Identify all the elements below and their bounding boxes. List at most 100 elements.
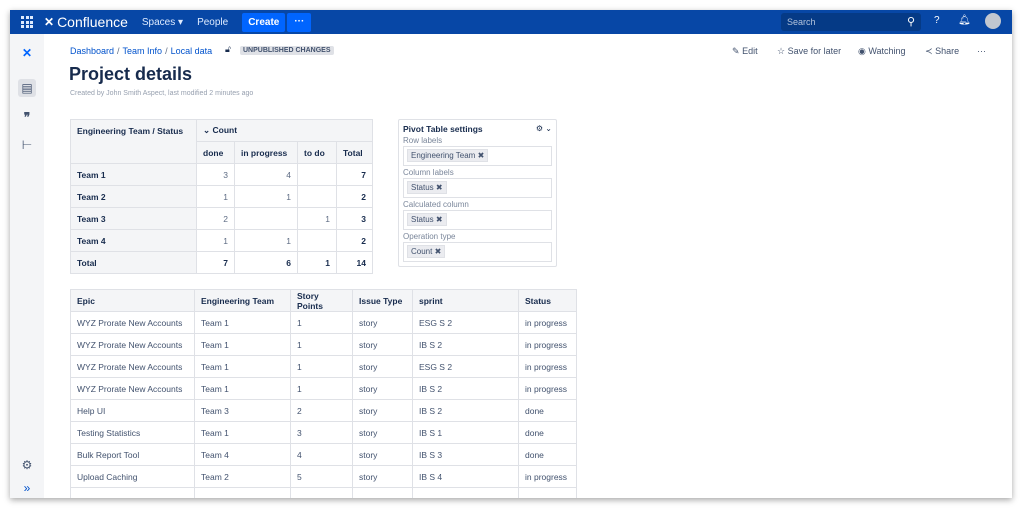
pivot-cell: 7 [196,251,235,274]
more-actions-button[interactable]: ··· [977,46,986,56]
confluence-window: ✕ Confluence Spaces ▾ People Create ··· S… [10,10,1012,498]
blog-quote-icon[interactable]: ❞ [23,110,31,124]
nav-spaces[interactable]: Spaces ▾ [141,16,184,28]
pivot-cell: 1 [234,229,298,252]
table-cell: IB S 2 [412,333,519,356]
space-logo-icon[interactable]: ✕ [21,46,33,60]
field-tag-label: Status [411,215,434,224]
avatar[interactable] [985,13,1001,29]
app-switcher-icon[interactable] [21,16,33,28]
table-cell: WYZ Prorate New Accounts [70,311,195,334]
search-icon: ⚲ [906,16,915,28]
pivot-cell: 7 [336,163,373,186]
pivot-col-header: in progress [234,141,298,164]
expand-sidebar-icon[interactable]: » [23,481,31,495]
pivot-col-header: done [196,141,235,164]
settings-field-input[interactable]: Count ✖ [403,242,552,262]
eye-icon: ◉ [858,46,866,56]
column-header[interactable]: Issue Type [352,289,413,312]
pivot-row: Total 7 6 1 14 [70,251,373,274]
pivot-cell: 1 [234,185,298,208]
remove-tag-icon[interactable]: ✖ [432,247,442,256]
field-tag-label: Status [411,183,434,192]
breadcrumb-dashboard[interactable]: Dashboard [70,46,115,56]
hierarchy-icon[interactable]: ⊢ [21,138,33,152]
remove-tag-icon[interactable]: ✖ [475,151,485,160]
settings-field-input[interactable]: Engineering Team ✖ [403,146,552,166]
pivot-cell [297,229,337,252]
column-header[interactable]: Engineering Team [194,289,291,312]
pivot-cell: 1 [196,185,235,208]
column-header[interactable]: sprint [412,289,519,312]
table-cell: story [352,311,413,334]
pivot-table: Engineering Team / Status ⌄ Count done in… [70,119,373,274]
breadcrumb-team-info[interactable]: Team Info [122,46,163,56]
create-more-button[interactable]: ··· [287,12,312,32]
page-title: Project details [69,64,193,84]
app-name: Confluence [57,14,128,30]
table-cell: Team 1 [194,421,291,444]
table-cell: Team 3 [194,399,291,422]
pivot-cell: 3 [336,207,373,230]
pivot-cell [297,163,337,186]
table-cell [352,487,413,498]
settings-field-input[interactable]: Status ✖ [403,178,552,198]
data-table: Epic Engineering Team Story Points Issue Ty… [70,289,577,498]
search-input[interactable]: Search ⚲ [781,13,921,31]
page-meta: Created by John Smith Aspect, last modif… [70,90,254,97]
pages-icon[interactable]: ▤ [18,79,36,97]
settings-gear-icon[interactable]: ⚙ ⌄ [535,124,552,133]
column-header[interactable]: Status [518,289,577,312]
table-cell: Bulk Report Tool [70,443,195,466]
pivot-cell: 2 [336,229,373,252]
create-button[interactable]: Create [242,12,286,32]
pivot-cell: 2 [196,207,235,230]
settings-field-label: Column labels [403,168,454,177]
settings-field-label: Operation type [403,232,456,241]
column-header[interactable]: Story Points [290,289,353,312]
status-badge: UNPUBLISHED CHANGES [240,46,334,55]
table-cell: ESG S 2 [412,311,519,334]
table-cell: 3 [290,421,353,444]
column-header[interactable]: Epic [70,289,195,312]
table-row: Upload Caching Team 2 5 story IB S 4 in progr… [70,465,577,488]
settings-field-input[interactable]: Status ✖ [403,210,552,230]
table-cell: WYZ Prorate New Accounts [70,377,195,400]
remove-tag-icon[interactable]: ✖ [433,215,443,224]
settings-field-label: Row labels [403,136,443,145]
save-for-later-button[interactable]: ☆ Save for later [777,46,842,56]
table-cell: IB S 2 [412,377,519,400]
table-cell: 1 [290,311,353,334]
table-cell: in progress [518,355,577,378]
confluence-logo-icon: ✕ [44,15,55,29]
confluence-logo[interactable]: ✕ Confluence [44,14,128,30]
share-button[interactable]: ≺ Share [925,46,960,56]
pivot-cell: 6 [234,251,298,274]
nav-people[interactable]: People [197,16,229,28]
table-cell: Help UI [70,399,195,422]
remove-tag-icon[interactable]: ✖ [433,183,443,192]
pivot-cell: 14 [336,251,373,274]
field-tag-label: Engineering Team [411,151,476,160]
table-cell: Team 1 [194,311,291,334]
table-cell: 2 [290,399,353,422]
table-row: Help UI Team 3 2 story IB S 2 done [70,399,577,422]
watching-button[interactable]: ◉ Watching [858,46,906,56]
table-cell: Testing Statistics [70,421,195,444]
table-cell: Team 2 [194,465,291,488]
table-row: WYZ Prorate New Accounts Team 1 1 story IB S… [70,377,577,400]
table-cell: 5 [290,465,353,488]
table-cell: story [352,355,413,378]
unlock-icon[interactable]: 🔓︎ [225,44,231,54]
table-cell: WYZ Prorate New Accounts [70,333,195,356]
settings-gear-icon[interactable]: ⚙ [21,458,33,472]
edit-button[interactable]: ✎ Edit [732,46,758,56]
notifications-icon[interactable]: 🔔︎ [958,15,971,26]
pivot-measure-header[interactable]: ⌄ Count [196,119,373,142]
breadcrumb-local-data[interactable]: Local data [170,46,213,56]
help-icon[interactable]: ? [934,15,940,26]
pivot-cell [234,207,298,230]
field-tag-label: Count [411,247,433,256]
